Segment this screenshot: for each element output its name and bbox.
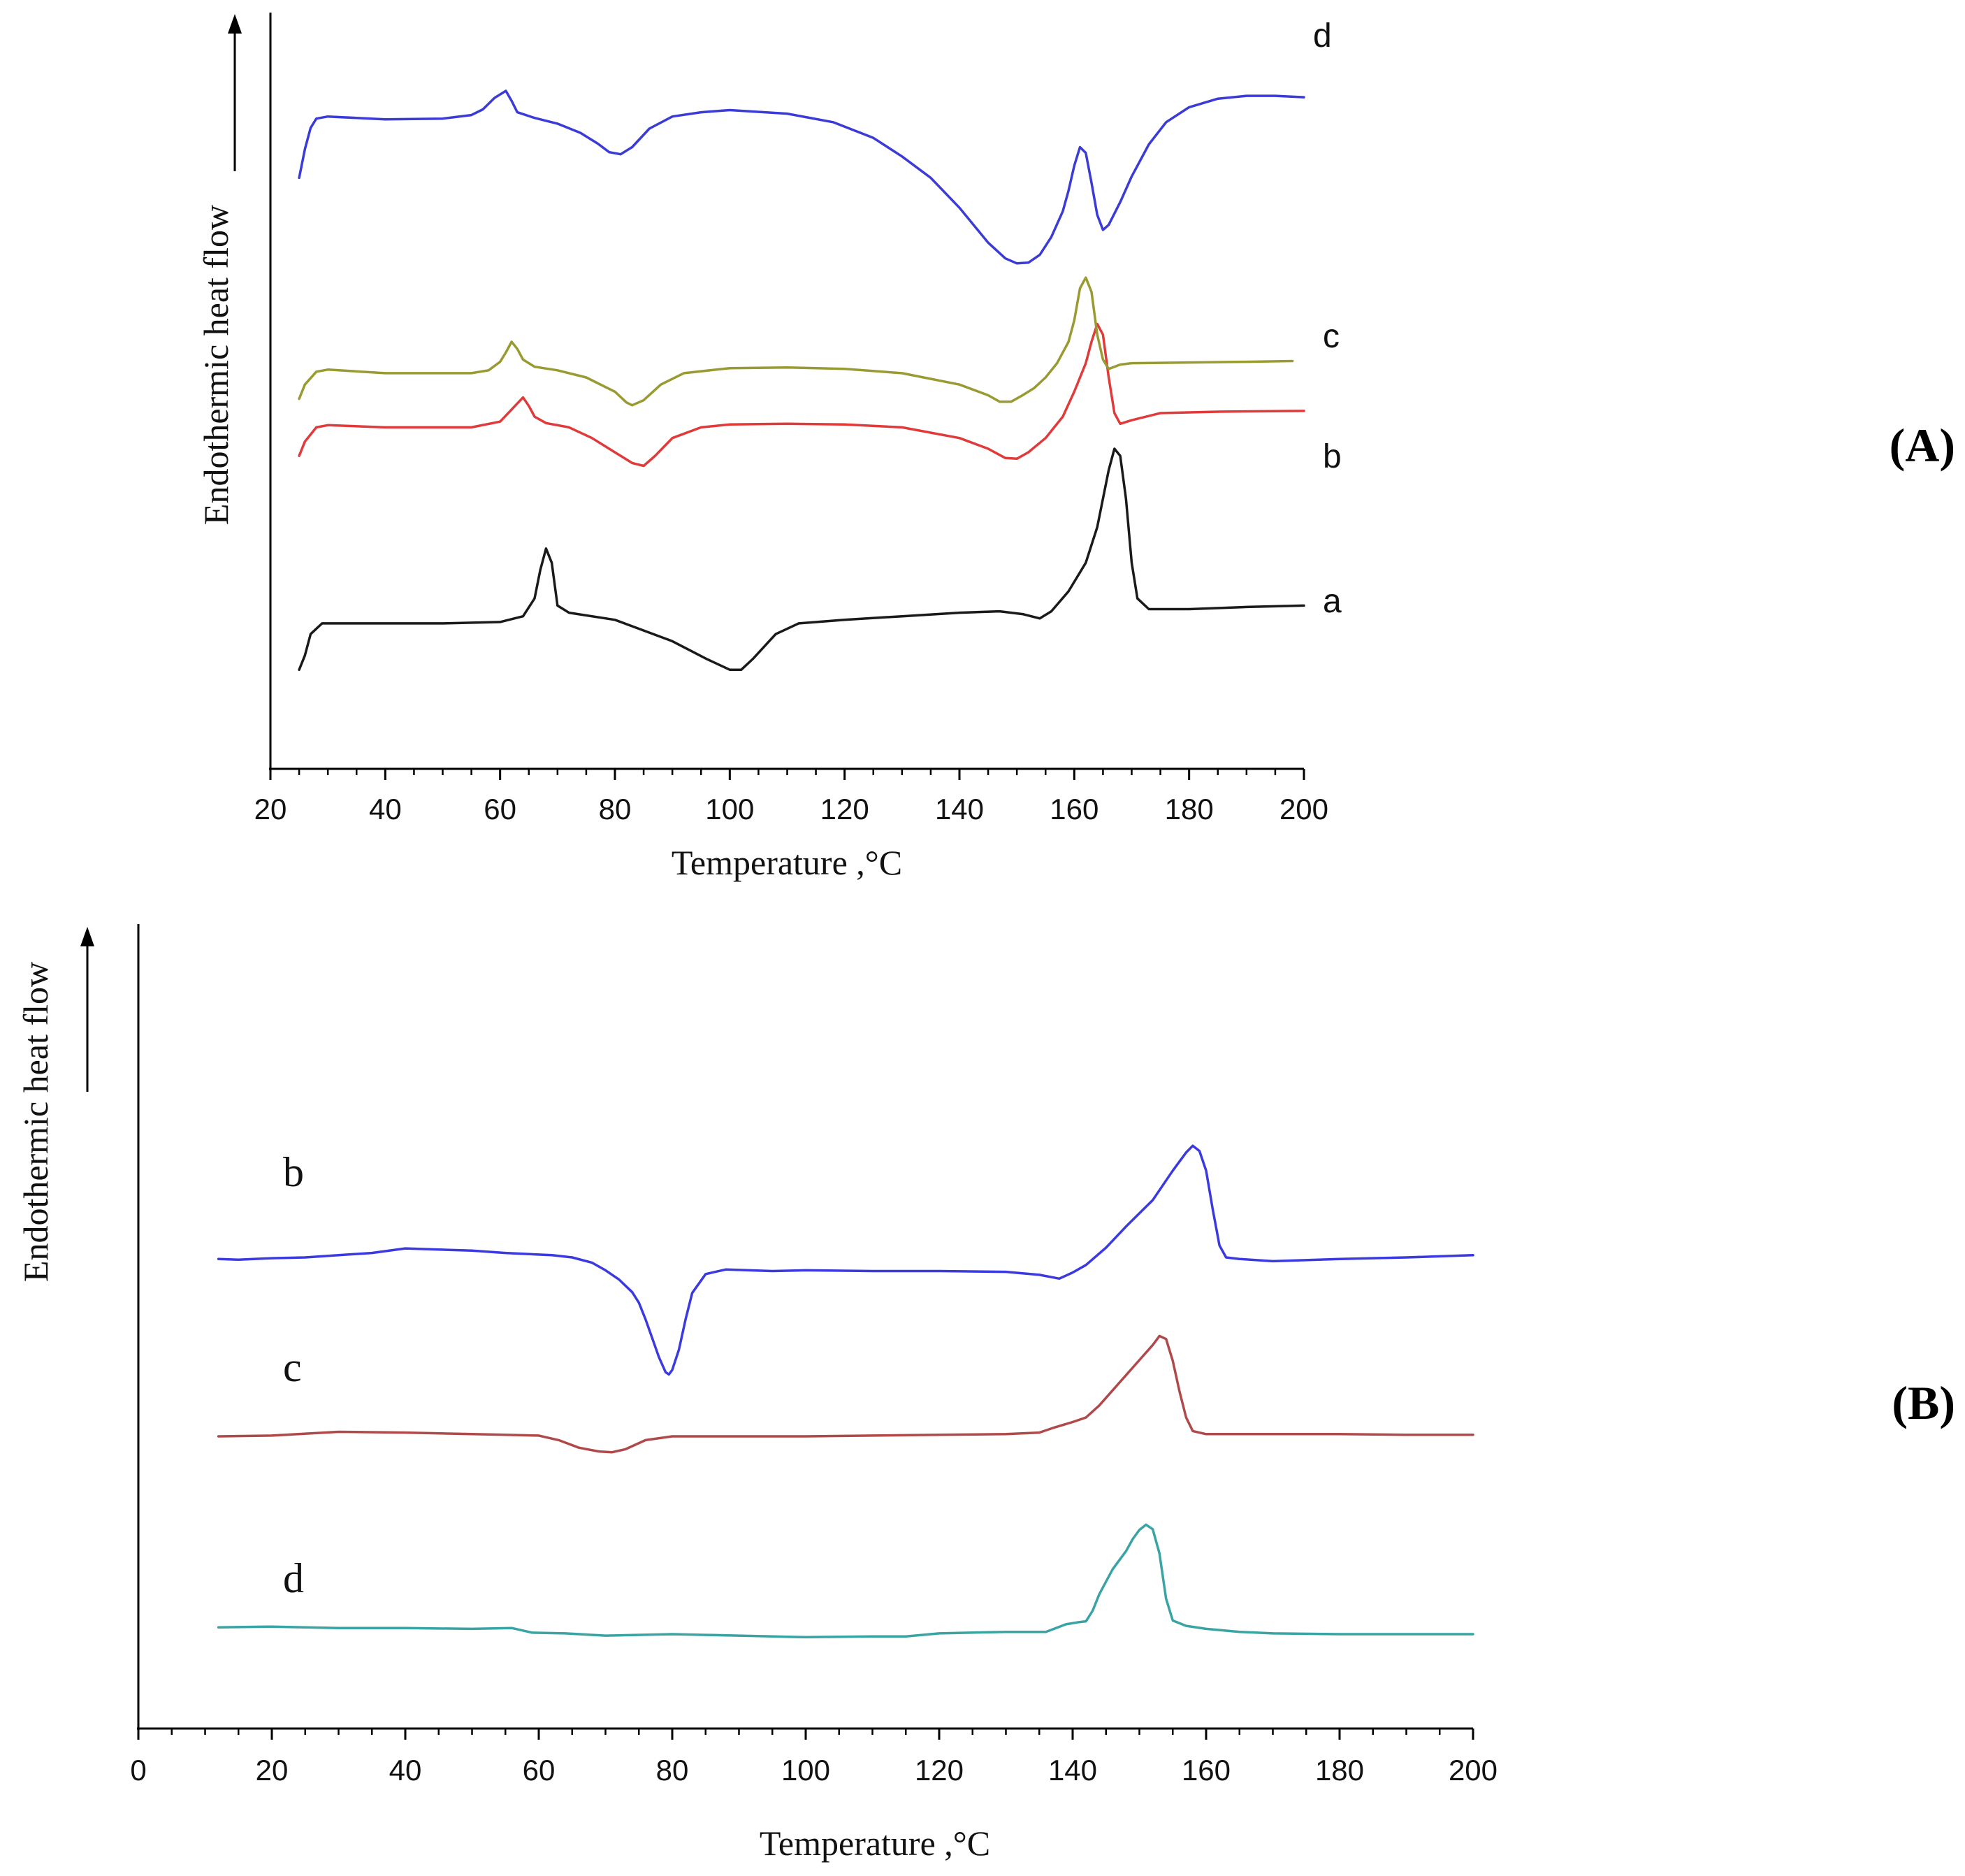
panel-a-x-tick-label: 80 — [599, 793, 632, 825]
panel-b-y-axis-title: Endothermic heat flow — [16, 962, 55, 1282]
panel-a-x-tick-label: 120 — [820, 793, 869, 825]
panel-b-x-tick-label: 20 — [256, 1754, 289, 1787]
panel-b-x-tick-label: 200 — [1449, 1754, 1498, 1787]
panel-b-label: (B) — [1892, 1376, 1955, 1429]
panel-a-x-axis-title: Temperature ,°C — [672, 843, 902, 882]
panel-a-up-arrow-icon — [228, 14, 242, 171]
panel-b-up-arrow-icon — [80, 927, 94, 1092]
panel-a-curves — [298, 89, 1305, 671]
panel-b-ticks — [137, 1729, 1474, 1740]
panel-a-series-d-line — [298, 89, 1305, 265]
panel-b-series-c-line — [217, 1334, 1474, 1454]
panel-a-y-axis-title: Endothermic heat flow — [196, 205, 235, 525]
panel-b-x-tick-label: 80 — [656, 1754, 689, 1787]
panel-a-x-tick-label: 100 — [705, 793, 754, 825]
panel-a-series-a-line — [298, 447, 1305, 671]
panel-b-label-d: d — [283, 1555, 304, 1601]
panel-a-series-b-line — [298, 322, 1305, 468]
panel-b-x-tick-label: 0 — [130, 1754, 146, 1787]
panel-b-series-d-line — [217, 1523, 1474, 1639]
panel-a-tick-labels: 20 40 60 80 100 120 140 160 180 200 — [254, 793, 1328, 825]
panel-a-x-tick-label: 200 — [1279, 793, 1328, 825]
panel-b-series-b-line — [217, 1144, 1474, 1376]
panel-a-x-tick-label: 180 — [1165, 793, 1214, 825]
panel-a-x-tick-label: 160 — [1050, 793, 1098, 825]
panel-a-x-tick-label: 140 — [935, 793, 984, 825]
panel-b-x-tick-label: 120 — [915, 1754, 964, 1787]
panel-b-curves — [217, 1144, 1474, 1639]
panel-b-x-tick-label: 180 — [1315, 1754, 1364, 1787]
panel-b-label-b: b — [283, 1149, 304, 1195]
panel-a-label-d: d — [1313, 17, 1332, 55]
panel-a-label-b: b — [1323, 438, 1342, 475]
panel-a-label-a: a — [1323, 583, 1342, 620]
panel-a-x-tick-label: 60 — [484, 793, 516, 825]
panel-a-ticks — [269, 769, 1305, 780]
panel-b-series-labels: b c d — [283, 1149, 304, 1601]
panel-b-x-tick-label: 100 — [781, 1754, 830, 1787]
panel-b-x-tick-label: 60 — [523, 1754, 556, 1787]
panel-b-x-tick-label: 140 — [1048, 1754, 1097, 1787]
panel-a-label: (A) — [1890, 419, 1955, 472]
panel-a-x-tick-label: 40 — [369, 793, 402, 825]
panel-a-series-labels: d c b a — [1313, 17, 1342, 620]
panel-a-label-c: c — [1323, 318, 1340, 355]
panel-b-x-tick-label: 40 — [389, 1754, 422, 1787]
panel-b-x-tick-label: 160 — [1182, 1754, 1231, 1787]
panel-b-label-c: c — [283, 1344, 302, 1390]
panel-a: Endothermic heat flow Temperature ,°C 20… — [196, 13, 1955, 882]
panel-a-series-c-line — [298, 276, 1294, 407]
panel-b: Endothermic heat flow Temperature ,°C 0 2… — [16, 924, 1955, 1863]
panel-b-x-axis-title: Temperature ,°C — [760, 1824, 990, 1863]
panel-b-tick-labels: 0 20 40 60 80 100 120 140 160 180 200 — [130, 1754, 1498, 1787]
panel-a-x-tick-label: 20 — [254, 793, 287, 825]
